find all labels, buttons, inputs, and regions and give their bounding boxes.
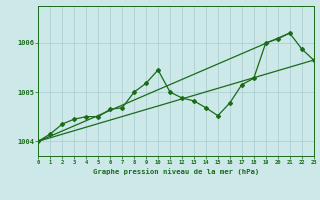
X-axis label: Graphe pression niveau de la mer (hPa): Graphe pression niveau de la mer (hPa)	[93, 168, 259, 175]
